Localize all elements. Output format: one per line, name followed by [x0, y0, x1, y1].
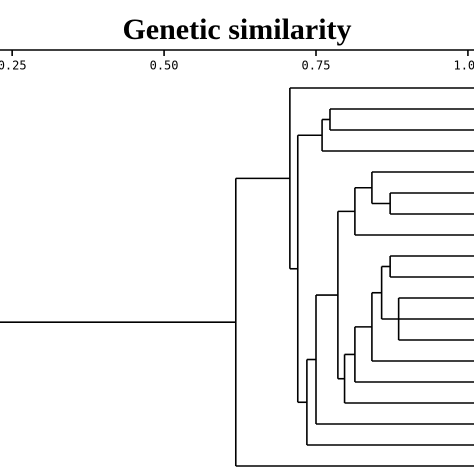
x-tick-label: 0.50	[150, 59, 179, 73]
chart-title: Genetic similarity	[122, 13, 351, 46]
x-tick-label: 1.00	[453, 59, 474, 73]
x-tick-label: 0.25	[0, 59, 27, 73]
x-tick-label: 0.75	[302, 59, 331, 73]
